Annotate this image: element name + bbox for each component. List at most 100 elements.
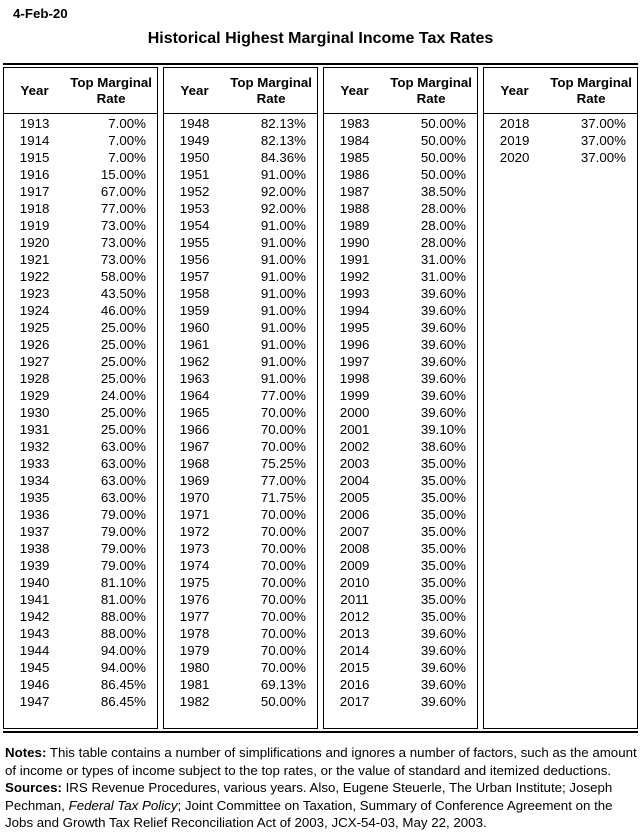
year-cell: 2019 [499,133,530,148]
year-cell: 1946 [19,677,50,692]
rate-cell: 50.00% [260,694,306,709]
table-row: 1969 77.00% [164,472,317,489]
year-cell: 1920 [19,235,50,250]
rate-cell: 70.00% [260,558,306,573]
year-cell: 1994 [339,303,370,318]
year-cell: 2012 [339,609,370,624]
year-column-header: Year [500,83,529,98]
sources-text-2: ; Joint Committee on Taxation, Summary o… [5,797,613,831]
rate-cell: 79.00% [100,558,146,573]
year-cell: 1980 [179,660,210,675]
rate-cell: 81.00% [100,592,146,607]
rate-cell: 35.00% [420,541,466,556]
year-cell: 2004 [339,473,370,488]
table-row: 1989 28.00% [324,217,477,234]
table-row: 1983 50.00% [324,115,477,132]
table-row: 1958 91.00% [164,285,317,302]
rate-cell: 86.45% [100,677,146,692]
rate-cell: 70.00% [260,660,306,675]
rate-cell: 35.00% [420,592,466,607]
year-cell: 2003 [339,456,370,471]
table-row: 2014 39.60% [324,642,477,659]
rate-cell: 37.00% [580,133,626,148]
year-cell: 1967 [179,439,210,454]
table-row: 2019 37.00% [484,132,637,149]
rate-cell: 77.00% [100,201,146,216]
year-cell: 1991 [339,252,370,267]
table-row: 1961 91.00% [164,336,317,353]
year-cell: 1960 [179,320,210,335]
year-cell: 1975 [179,575,210,590]
table-row: 2015 39.60% [324,659,477,676]
table-row: 2001 39.10% [324,421,477,438]
rate-cell: 94.00% [100,643,146,658]
rate-cell: 73.00% [100,235,146,250]
year-cell: 1929 [19,388,50,403]
rate-cell: 67.00% [100,184,146,199]
year-cell: 2005 [339,490,370,505]
year-cell: 2001 [339,422,370,437]
sources-italic-title: Federal Tax Policy [68,797,178,813]
table-row: 1936 79.00% [4,506,157,523]
year-cell: 1921 [19,252,50,267]
year-cell: 1916 [19,167,50,182]
year-cell: 1931 [19,422,50,437]
table-row: 1971 70.00% [164,506,317,523]
year-cell: 2018 [499,116,530,131]
table-column-groups: Year Top Marginal Rate 1913 7.00% 1914 7.00% 1… [3,67,638,729]
rate-cell: 35.00% [420,609,466,624]
year-rate-group-4: Year Top Marginal Rate 2018 37.00% 2019 37.00… [483,67,638,729]
table-row: 1933 63.00% [4,455,157,472]
table-row: 1926 25.00% [4,336,157,353]
table-row: 2016 39.60% [324,676,477,693]
rate-column-header: Top Marginal Rate [70,75,152,106]
table-row: 1964 77.00% [164,387,317,404]
year-cell: 1928 [19,371,50,386]
table-row: 2012 35.00% [324,608,477,625]
year-cell: 1963 [179,371,210,386]
rate-cell: 84.36% [260,150,306,165]
rate-cell: 50.00% [420,133,466,148]
year-cell: 1992 [339,269,370,284]
year-cell: 2015 [339,660,370,675]
year-cell: 2016 [339,677,370,692]
rate-cell: 50.00% [420,150,466,165]
year-cell: 1935 [19,490,50,505]
table-row: 1951 91.00% [164,166,317,183]
sources-paragraph: Sources: IRS Revenue Procedures, various… [5,779,638,832]
rate-cell: 28.00% [420,218,466,233]
year-cell: 1952 [179,184,210,199]
group-data-rows: 1983 50.00% 1984 50.00% 1985 50.00% 1986 50.00%… [324,114,477,728]
table-row: 2002 38.60% [324,438,477,455]
table-row: 2003 35.00% [324,455,477,472]
rate-cell: 94.00% [100,660,146,675]
rate-cell: 70.00% [260,592,306,607]
rate-cell: 91.00% [260,320,306,335]
table-row: 1996 39.60% [324,336,477,353]
year-cell: 2002 [339,439,370,454]
table-row: 1946 86.45% [4,676,157,693]
table-row: 1923 43.50% [4,285,157,302]
rate-cell: 70.00% [260,626,306,641]
table-row: 1965 70.00% [164,404,317,421]
year-cell: 1978 [179,626,210,641]
year-cell: 1937 [19,524,50,539]
year-cell: 1917 [19,184,50,199]
rate-cell: 79.00% [100,541,146,556]
table-row: 2020 37.00% [484,149,637,166]
table-row: 2017 39.60% [324,693,477,710]
rate-cell: 25.00% [100,337,146,352]
year-cell: 1914 [19,133,50,148]
year-cell: 1968 [179,456,210,471]
table-row: 1913 7.00% [4,115,157,132]
year-cell: 1987 [339,184,370,199]
rate-cell: 31.00% [420,252,466,267]
group-header-row: Year Top Marginal Rate [164,68,317,114]
year-cell: 1976 [179,592,210,607]
year-cell: 1922 [19,269,50,284]
year-rate-group-3: Year Top Marginal Rate 1983 50.00% 1984 50.00… [323,67,478,729]
year-cell: 1932 [19,439,50,454]
rate-cell: 24.00% [100,388,146,403]
year-cell: 1986 [339,167,370,182]
